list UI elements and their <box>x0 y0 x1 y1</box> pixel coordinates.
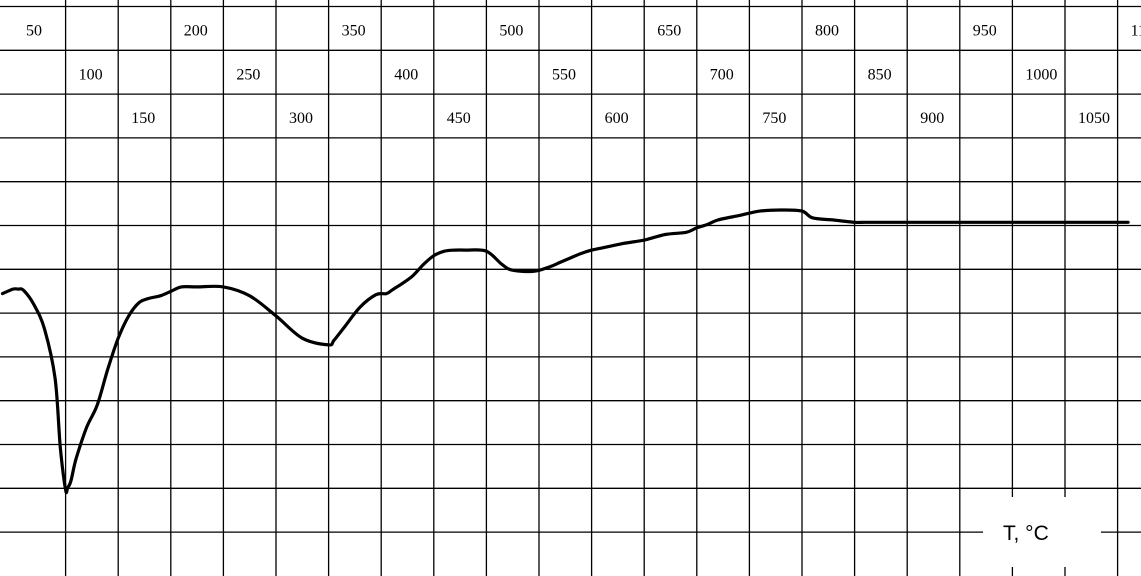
tick-label: 500 <box>499 23 523 40</box>
tick-label: 1100 <box>1131 23 1141 40</box>
tick-label: 150 <box>131 110 155 127</box>
tick-label: 400 <box>394 66 418 83</box>
tick-label: 100 <box>79 66 103 83</box>
tick-label: 550 <box>552 66 576 83</box>
tick-label: 750 <box>762 110 786 127</box>
tick-label: 700 <box>710 66 734 83</box>
dta-curve <box>0 208 1130 495</box>
tick-label: 50 <box>26 23 42 40</box>
tick-label: 650 <box>657 23 681 40</box>
axis-title-box <box>983 497 1101 567</box>
tick-label: 450 <box>447 110 471 127</box>
curve-layer <box>0 208 1130 495</box>
tick-label: 250 <box>236 66 260 83</box>
tick-label: 900 <box>920 110 944 127</box>
tick-label: 350 <box>342 23 366 40</box>
tick-labels: 50 100 150 200 250 300 350 400 450 500 550 600 650 70… <box>26 23 1141 128</box>
tick-label: 200 <box>184 23 208 40</box>
tick-label: 600 <box>605 110 629 127</box>
tick-label: 1050 <box>1078 110 1110 127</box>
x-axis-title: T, °C <box>1003 522 1049 545</box>
tick-label: 950 <box>973 23 997 40</box>
tick-label: 1000 <box>1025 66 1057 83</box>
tick-label: 300 <box>289 110 313 127</box>
tick-label: 850 <box>868 66 892 83</box>
tick-label: 800 <box>815 23 839 40</box>
axis-title-group: T, °C <box>983 497 1101 567</box>
